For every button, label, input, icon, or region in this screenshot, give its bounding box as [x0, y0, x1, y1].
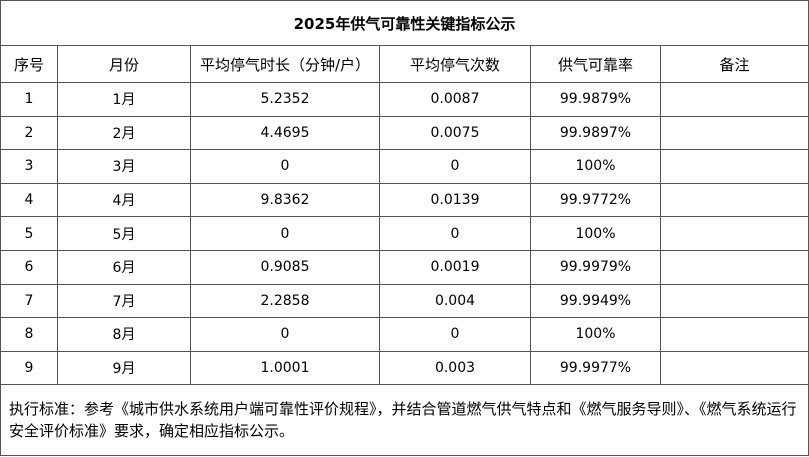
- data-row: 9 9月 1.0001 0.003 99.9977%: [0, 350, 809, 386]
- data-cell: 0: [190, 149, 380, 184]
- data-cell: 2: [0, 115, 58, 151]
- data-cell: [660, 216, 809, 251]
- table-title: 2025年供气可靠性关键指标公示: [0, 0, 809, 46]
- data-cell: 2.2858: [190, 283, 380, 319]
- data-cell: 1: [0, 82, 58, 117]
- data-cell: 5.2352: [190, 82, 380, 117]
- data-cell: [660, 149, 809, 184]
- data-cell: 3: [0, 149, 58, 184]
- data-cell: 9: [0, 350, 58, 386]
- data-cell: 6: [0, 249, 58, 285]
- data-cell: 99.9897%: [530, 115, 661, 151]
- header-cell: 序号: [0, 45, 58, 83]
- data-row: 5 5月 0 0 100%: [0, 216, 809, 251]
- data-cell: 0: [190, 317, 380, 352]
- data-cell: [660, 82, 809, 117]
- data-cell: 99.9772%: [530, 182, 661, 218]
- data-cell: 5月: [57, 216, 191, 251]
- data-cell: [660, 283, 809, 319]
- data-cell: 3月: [57, 149, 191, 184]
- data-cell: 100%: [530, 216, 661, 251]
- data-cell: 99.9949%: [530, 283, 661, 319]
- data-cell: 9.8362: [190, 182, 380, 218]
- data-cell: 0.003: [379, 350, 531, 386]
- data-cell: 0: [379, 317, 531, 352]
- footer-note: 执行标准：参考《城市供水系统用户端可靠性评价规程》，并结合管道燃气供气特点和《燃…: [0, 384, 809, 457]
- data-cell: 1.0001: [190, 350, 380, 386]
- data-cell: 4: [0, 182, 58, 218]
- data-cell: 7月: [57, 283, 191, 319]
- data-cell: [660, 317, 809, 352]
- data-cell: 0.0019: [379, 249, 531, 285]
- data-cell: 0: [190, 216, 380, 251]
- header-cell: 备注: [660, 45, 809, 83]
- header-cell: 供气可靠率: [530, 45, 661, 83]
- data-cell: 100%: [530, 317, 661, 352]
- data-cell: 7: [0, 283, 58, 319]
- header-row: 序号 月份 平均停气时长（分钟/户） 平均停气次数 供气可靠率 备注: [0, 45, 809, 83]
- data-cell: 0.9085: [190, 249, 380, 285]
- header-cell: 平均停气次数: [379, 45, 531, 83]
- data-cell: 100%: [530, 149, 661, 184]
- data-cell: [660, 249, 809, 285]
- data-cell: 0.004: [379, 283, 531, 319]
- data-row: 6 6月 0.9085 0.0019 99.9979%: [0, 249, 809, 285]
- data-cell: 0.0087: [379, 82, 531, 117]
- data-cell: 4.4695: [190, 115, 380, 151]
- data-cell: 1月: [57, 82, 191, 117]
- data-cell: 99.9977%: [530, 350, 661, 386]
- data-cell: 4月: [57, 182, 191, 218]
- data-row: 1 1月 5.2352 0.0087 99.9879%: [0, 82, 809, 117]
- data-cell: 0.0139: [379, 182, 531, 218]
- data-cell: 99.9879%: [530, 82, 661, 117]
- data-cell: [660, 115, 809, 151]
- data-cell: 0: [379, 149, 531, 184]
- header-cell: 月份: [57, 45, 191, 83]
- data-row: 3 3月 0 0 100%: [0, 149, 809, 184]
- data-cell: 5: [0, 216, 58, 251]
- data-cell: [660, 350, 809, 386]
- data-row: 2 2月 4.4695 0.0075 99.9897%: [0, 115, 809, 151]
- header-cell: 平均停气时长（分钟/户）: [190, 45, 380, 83]
- data-cell: 0: [379, 216, 531, 251]
- data-cell: 2月: [57, 115, 191, 151]
- title-row: 2025年供气可靠性关键指标公示: [0, 0, 809, 46]
- data-cell: 0.0075: [379, 115, 531, 151]
- data-row: 8 8月 0 0 100%: [0, 317, 809, 352]
- data-row: 7 7月 2.2858 0.004 99.9949%: [0, 283, 809, 319]
- data-cell: 8月: [57, 317, 191, 352]
- data-row: 4 4月 9.8362 0.0139 99.9772%: [0, 182, 809, 218]
- data-cell: 6月: [57, 249, 191, 285]
- data-cell: 9月: [57, 350, 191, 386]
- data-cell: 99.9979%: [530, 249, 661, 285]
- footer-row: 执行标准：参考《城市供水系统用户端可靠性评价规程》，并结合管道燃气供气特点和《燃…: [0, 384, 809, 457]
- data-cell: [660, 182, 809, 218]
- data-cell: 8: [0, 317, 58, 352]
